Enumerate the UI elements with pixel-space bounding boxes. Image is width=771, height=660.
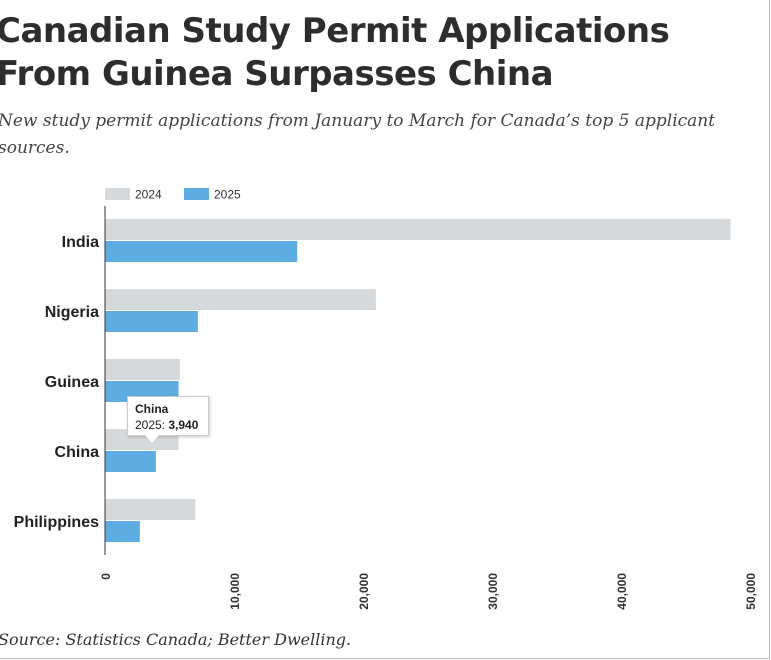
tooltip-series: 2025 bbox=[135, 418, 162, 432]
bar-nigeria-2025 bbox=[105, 311, 198, 332]
legend-label-2024: 2024 bbox=[135, 188, 162, 202]
y-tick-label-nigeria: Nigeria bbox=[45, 304, 99, 321]
bar-philippines-2025 bbox=[105, 521, 140, 542]
y-tick-label-india: India bbox=[62, 234, 99, 251]
x-tick-label-0: 0 bbox=[99, 573, 113, 580]
tooltip-value: 3,940 bbox=[168, 418, 199, 432]
tooltip-pointer bbox=[145, 435, 159, 443]
chart-subtitle: New study permit applications from Janua… bbox=[0, 111, 716, 158]
legend-swatch-2025 bbox=[184, 188, 209, 200]
bar-india-2024 bbox=[105, 219, 731, 240]
bar-philippines-2024 bbox=[105, 499, 196, 520]
bar-india-2025 bbox=[105, 241, 298, 262]
y-tick-label-guinea: Guinea bbox=[45, 374, 99, 391]
chart-title-line-1: Canadian Study Permit Applications bbox=[0, 11, 670, 51]
y-tick-label-philippines: Philippines bbox=[14, 514, 99, 531]
bar-china-2025 bbox=[105, 451, 156, 472]
bar-chart: 2024 2025 India Nigeria Guinea China Philippin… bbox=[14, 188, 758, 610]
bar-nigeria-2024 bbox=[105, 289, 376, 310]
x-tick-label-10-000: 10,000 bbox=[228, 573, 242, 610]
legend-swatch-2024 bbox=[105, 188, 130, 200]
chart-title: Canadian Study Permit Applications From … bbox=[0, 10, 766, 96]
chart-title-line-2: From Guinea Surpasses China bbox=[0, 54, 554, 94]
tooltip-category: China bbox=[135, 402, 169, 416]
chart-tooltip: China 2025: 3,940 bbox=[127, 396, 209, 436]
bar-guinea-2024 bbox=[105, 359, 180, 380]
x-tick-label-40-000: 40,000 bbox=[615, 573, 629, 610]
x-tick-label-20-000: 20,000 bbox=[357, 573, 371, 610]
tooltip-line: 2025: 3,940 bbox=[135, 418, 199, 432]
legend-label-2025: 2025 bbox=[214, 188, 241, 202]
source-note: Source: Statistics Canada; Better Dwelli… bbox=[0, 630, 352, 649]
x-tick-label-50-000: 50,000 bbox=[744, 573, 758, 610]
y-tick-label-china: China bbox=[55, 444, 100, 461]
x-tick-label-30-000: 30,000 bbox=[486, 573, 500, 610]
